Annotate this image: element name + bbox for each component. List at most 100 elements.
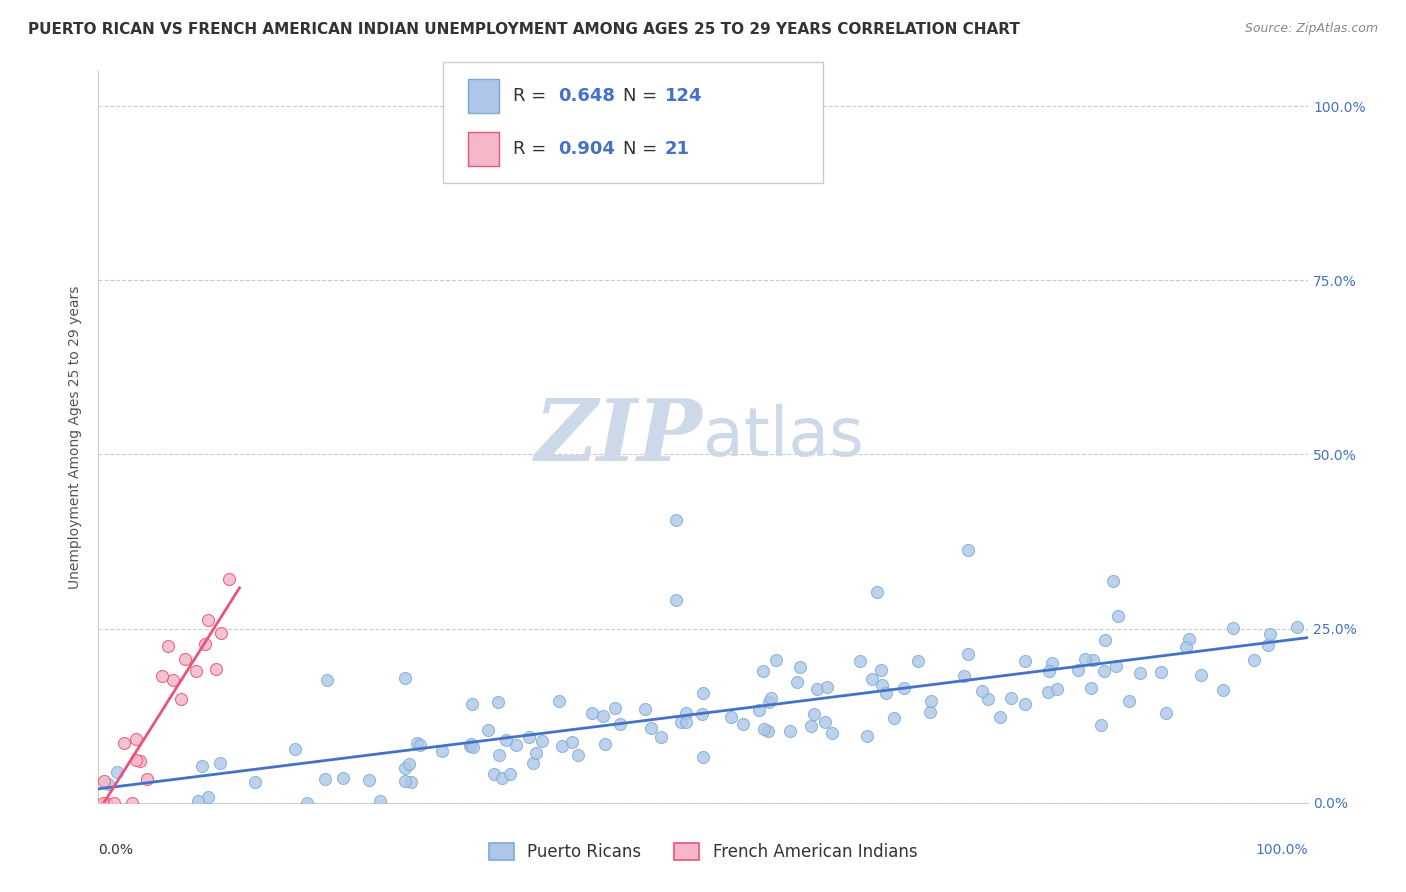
Point <box>398 756 420 771</box>
Point <box>1189 668 1212 682</box>
Point <box>1129 666 1152 681</box>
Point <box>1150 665 1173 679</box>
Point <box>1038 664 1060 678</box>
Point <box>482 767 505 781</box>
Text: R =: R = <box>513 140 553 158</box>
Point <box>1222 621 1244 635</box>
Point <box>640 721 662 735</box>
Point <box>112 736 135 750</box>
Point <box>205 661 228 675</box>
Point <box>665 593 688 607</box>
Point <box>491 771 513 785</box>
Point <box>314 772 336 787</box>
Point <box>1107 608 1129 623</box>
Point <box>856 729 879 743</box>
Point <box>1080 681 1102 695</box>
Point <box>190 759 212 773</box>
Point <box>406 735 429 749</box>
Point <box>866 585 889 599</box>
Point <box>1175 640 1198 654</box>
Point <box>748 703 770 717</box>
Point <box>675 714 697 729</box>
Point <box>779 723 801 738</box>
Point <box>754 722 776 736</box>
Text: 0.904: 0.904 <box>558 140 614 158</box>
Point <box>394 671 416 685</box>
Point <box>477 723 499 737</box>
Point <box>956 542 979 557</box>
Point <box>209 625 232 640</box>
Point <box>860 672 883 686</box>
Point <box>460 737 482 751</box>
Text: 124: 124 <box>665 87 703 105</box>
Point <box>187 794 209 808</box>
Point <box>765 653 787 667</box>
Point <box>150 669 173 683</box>
Point <box>368 794 391 808</box>
Point <box>789 660 811 674</box>
Point <box>759 691 782 706</box>
Point <box>1038 685 1060 699</box>
Point <box>1090 718 1112 732</box>
Point <box>499 767 522 781</box>
Point <box>918 705 941 719</box>
Point <box>1014 697 1036 711</box>
Legend: Puerto Ricans, French American Indians: Puerto Ricans, French American Indians <box>482 836 924 868</box>
Point <box>650 730 672 744</box>
Point <box>561 735 583 749</box>
Point <box>758 695 780 709</box>
Point <box>869 663 891 677</box>
Point <box>1243 653 1265 667</box>
Point <box>162 673 184 687</box>
Point <box>786 675 808 690</box>
Point <box>197 613 219 627</box>
Point <box>550 739 572 754</box>
Point <box>977 692 1000 706</box>
Text: ZIP: ZIP <box>536 395 703 479</box>
Point <box>357 773 380 788</box>
Point <box>208 756 231 770</box>
Point <box>920 694 942 708</box>
Point <box>218 572 240 586</box>
Point <box>121 796 143 810</box>
Point <box>581 706 603 721</box>
Point <box>567 748 589 763</box>
Point <box>720 710 742 724</box>
Point <box>531 734 554 748</box>
Point <box>814 715 837 730</box>
Point <box>848 654 870 668</box>
Point <box>505 738 527 752</box>
Point <box>1074 652 1097 666</box>
Point <box>105 764 128 779</box>
Point <box>1156 706 1178 720</box>
Point <box>173 652 195 666</box>
Point <box>875 686 897 700</box>
Point <box>690 706 713 721</box>
Text: 0.0%: 0.0% <box>98 843 134 857</box>
Point <box>316 673 339 687</box>
Point <box>592 709 614 723</box>
Point <box>170 692 193 706</box>
Point <box>815 680 838 694</box>
Point <box>1177 632 1199 647</box>
Point <box>97 777 120 791</box>
Point <box>692 686 714 700</box>
Point <box>988 710 1011 724</box>
Point <box>186 664 208 678</box>
Text: R =: R = <box>513 87 553 105</box>
Point <box>671 714 693 729</box>
Point <box>461 697 484 711</box>
Point <box>517 730 540 744</box>
Text: N =: N = <box>623 140 662 158</box>
Point <box>756 723 779 738</box>
Point <box>297 796 319 810</box>
Point <box>399 775 422 789</box>
Point <box>332 772 354 786</box>
Text: 0.648: 0.648 <box>558 87 616 105</box>
Point <box>524 746 547 760</box>
Point <box>692 750 714 764</box>
Point <box>488 748 510 763</box>
Point <box>870 678 893 692</box>
Point <box>1118 694 1140 708</box>
Point <box>1014 654 1036 668</box>
